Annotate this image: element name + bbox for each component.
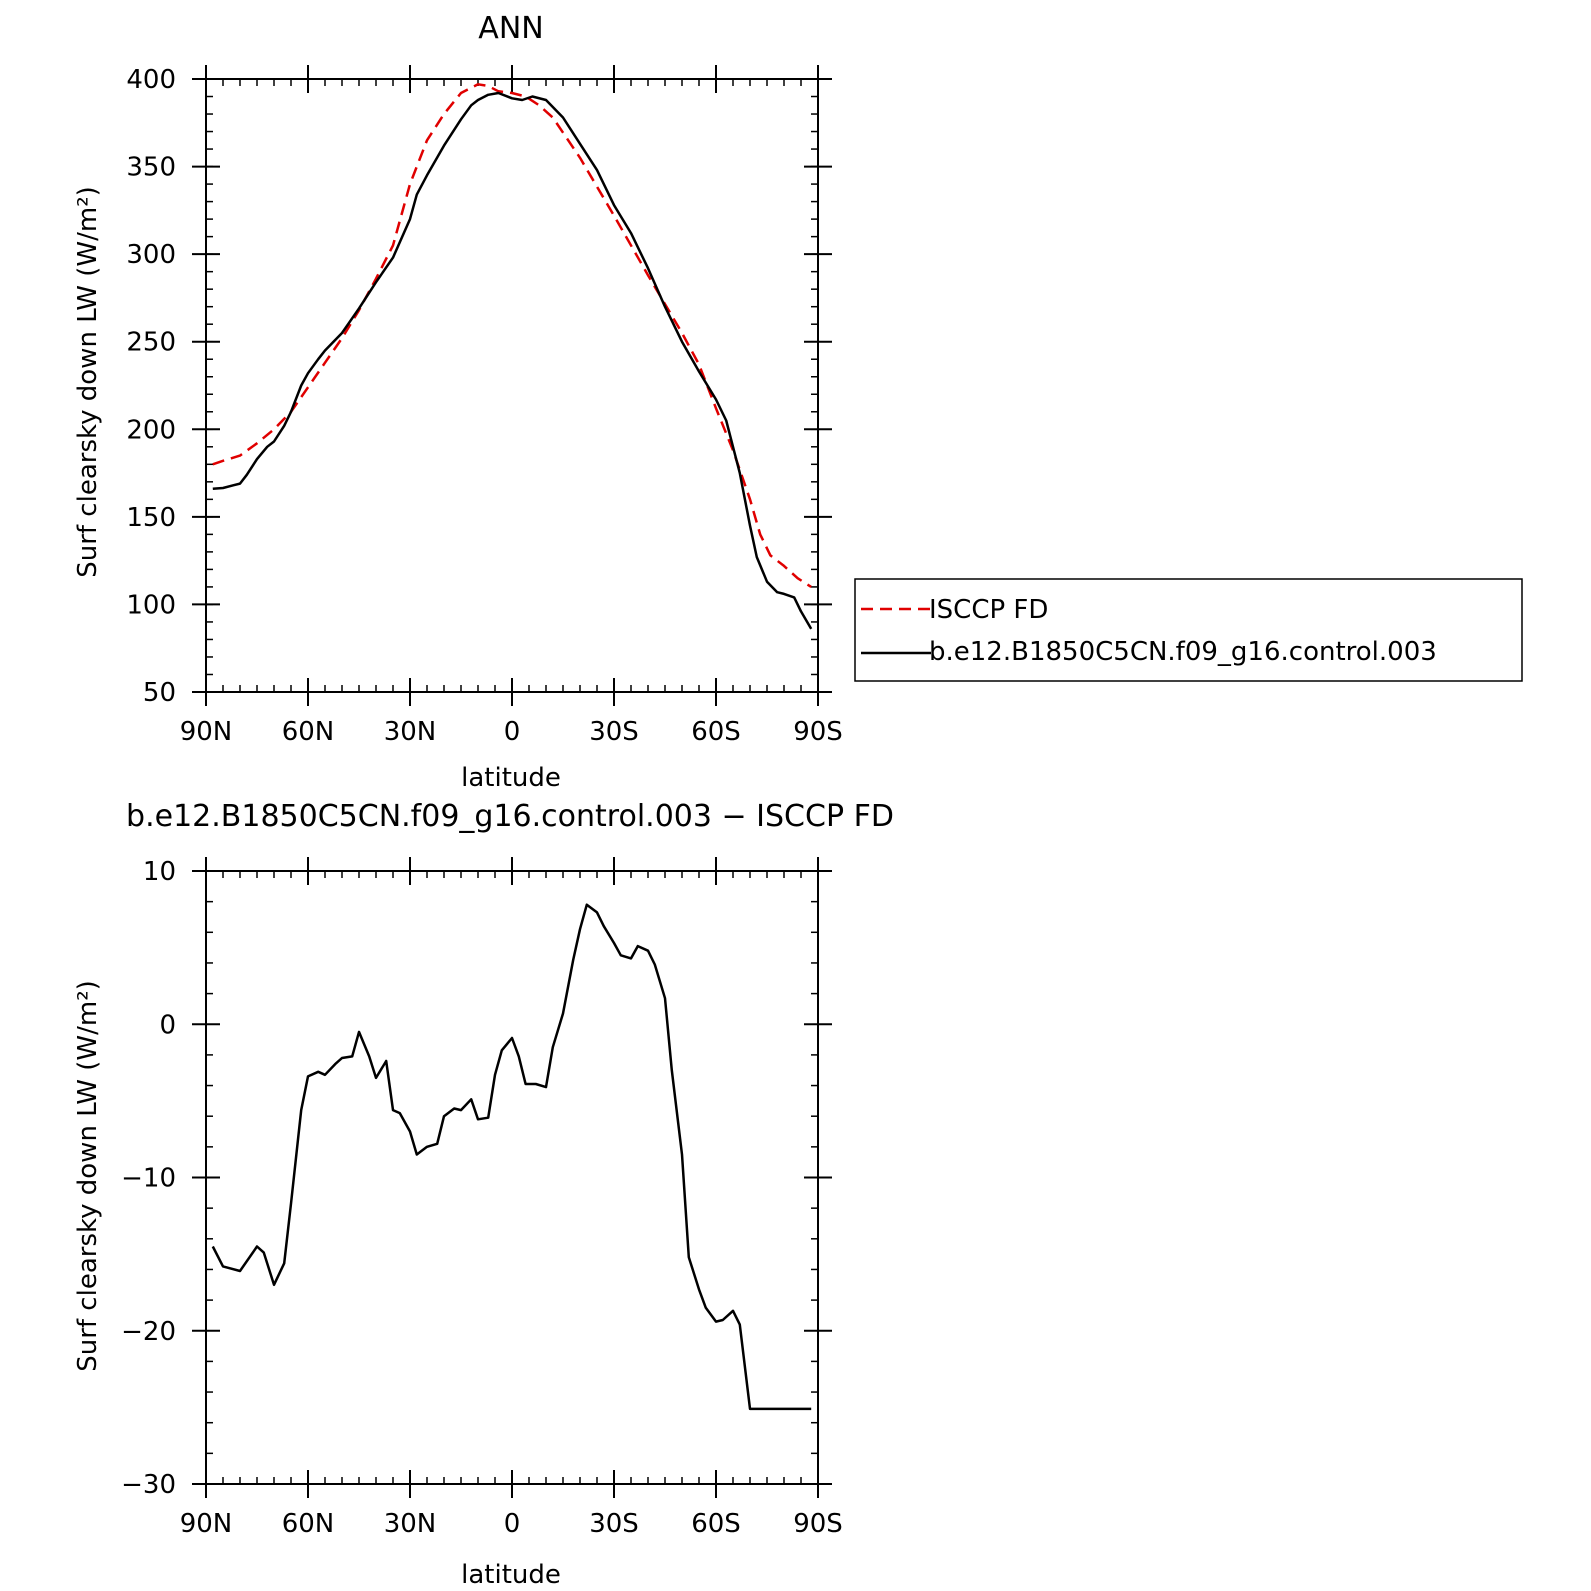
legend-box xyxy=(854,578,1523,682)
x-tick-label: 90N xyxy=(180,1509,233,1539)
x-tick-label: 60N xyxy=(282,1509,335,1539)
bottom-chart-ylabel: Surf clearsky down LW (W/m²) xyxy=(73,980,103,1372)
x-tick-label: 30N xyxy=(384,717,437,747)
series-line-0 xyxy=(211,903,812,1411)
plot-frame xyxy=(205,870,819,1485)
legend-label-model: b.e12.B1850C5CN.f09_g16.control.003 xyxy=(929,637,1437,667)
y-tick-label: 100 xyxy=(126,590,176,620)
y-tick-label: 10 xyxy=(143,857,176,887)
top-chart: ANN Surf clearsky down LW (W/m²) latitud… xyxy=(73,11,843,793)
bottom-chart-title: b.e12.B1850C5CN.f09_g16.control.003 − IS… xyxy=(126,799,894,834)
series-line-0 xyxy=(212,83,812,588)
y-tick-label: 350 xyxy=(126,153,176,183)
y-tick-label: 300 xyxy=(126,240,176,270)
plot-frame xyxy=(205,78,819,693)
series-line-1 xyxy=(212,91,813,630)
top-chart-title: ANN xyxy=(478,11,543,46)
y-tick-label: −30 xyxy=(121,1470,176,1500)
y-tick-label: 400 xyxy=(126,65,176,95)
bottom-chart: b.e12.B1850C5CN.f09_g16.control.003 − IS… xyxy=(73,799,894,1590)
x-tick-label: 90S xyxy=(793,717,843,747)
y-tick-label: 250 xyxy=(126,328,176,358)
x-tick-label: 30S xyxy=(589,717,639,747)
y-tick-label: 50 xyxy=(143,678,176,708)
y-tick-label: 0 xyxy=(159,1010,176,1040)
top-chart-ylabel: Surf clearsky down LW (W/m²) xyxy=(73,186,103,578)
x-tick-label: 90S xyxy=(793,1509,843,1539)
top-chart-legend: ISCCP FD b.e12.B1850C5CN.f09_g16.control… xyxy=(854,578,1523,682)
x-tick-label: 60S xyxy=(691,1509,741,1539)
y-tick-label: 150 xyxy=(126,503,176,533)
x-tick-label: 30S xyxy=(589,1509,639,1539)
y-tick-label: −20 xyxy=(121,1317,176,1347)
y-tick-label: 200 xyxy=(126,415,176,445)
bottom-chart-xlabel: latitude xyxy=(461,1560,561,1590)
y-tick-label: −10 xyxy=(121,1164,176,1194)
x-tick-label: 90N xyxy=(180,717,233,747)
x-tick-label: 60N xyxy=(282,717,335,747)
x-tick-label: 0 xyxy=(504,1509,521,1539)
top-chart-xlabel: latitude xyxy=(461,763,561,793)
x-tick-label: 30N xyxy=(384,1509,437,1539)
legend-label-isccp: ISCCP FD xyxy=(929,595,1048,625)
x-tick-label: 0 xyxy=(504,717,521,747)
x-tick-label: 60S xyxy=(691,717,741,747)
